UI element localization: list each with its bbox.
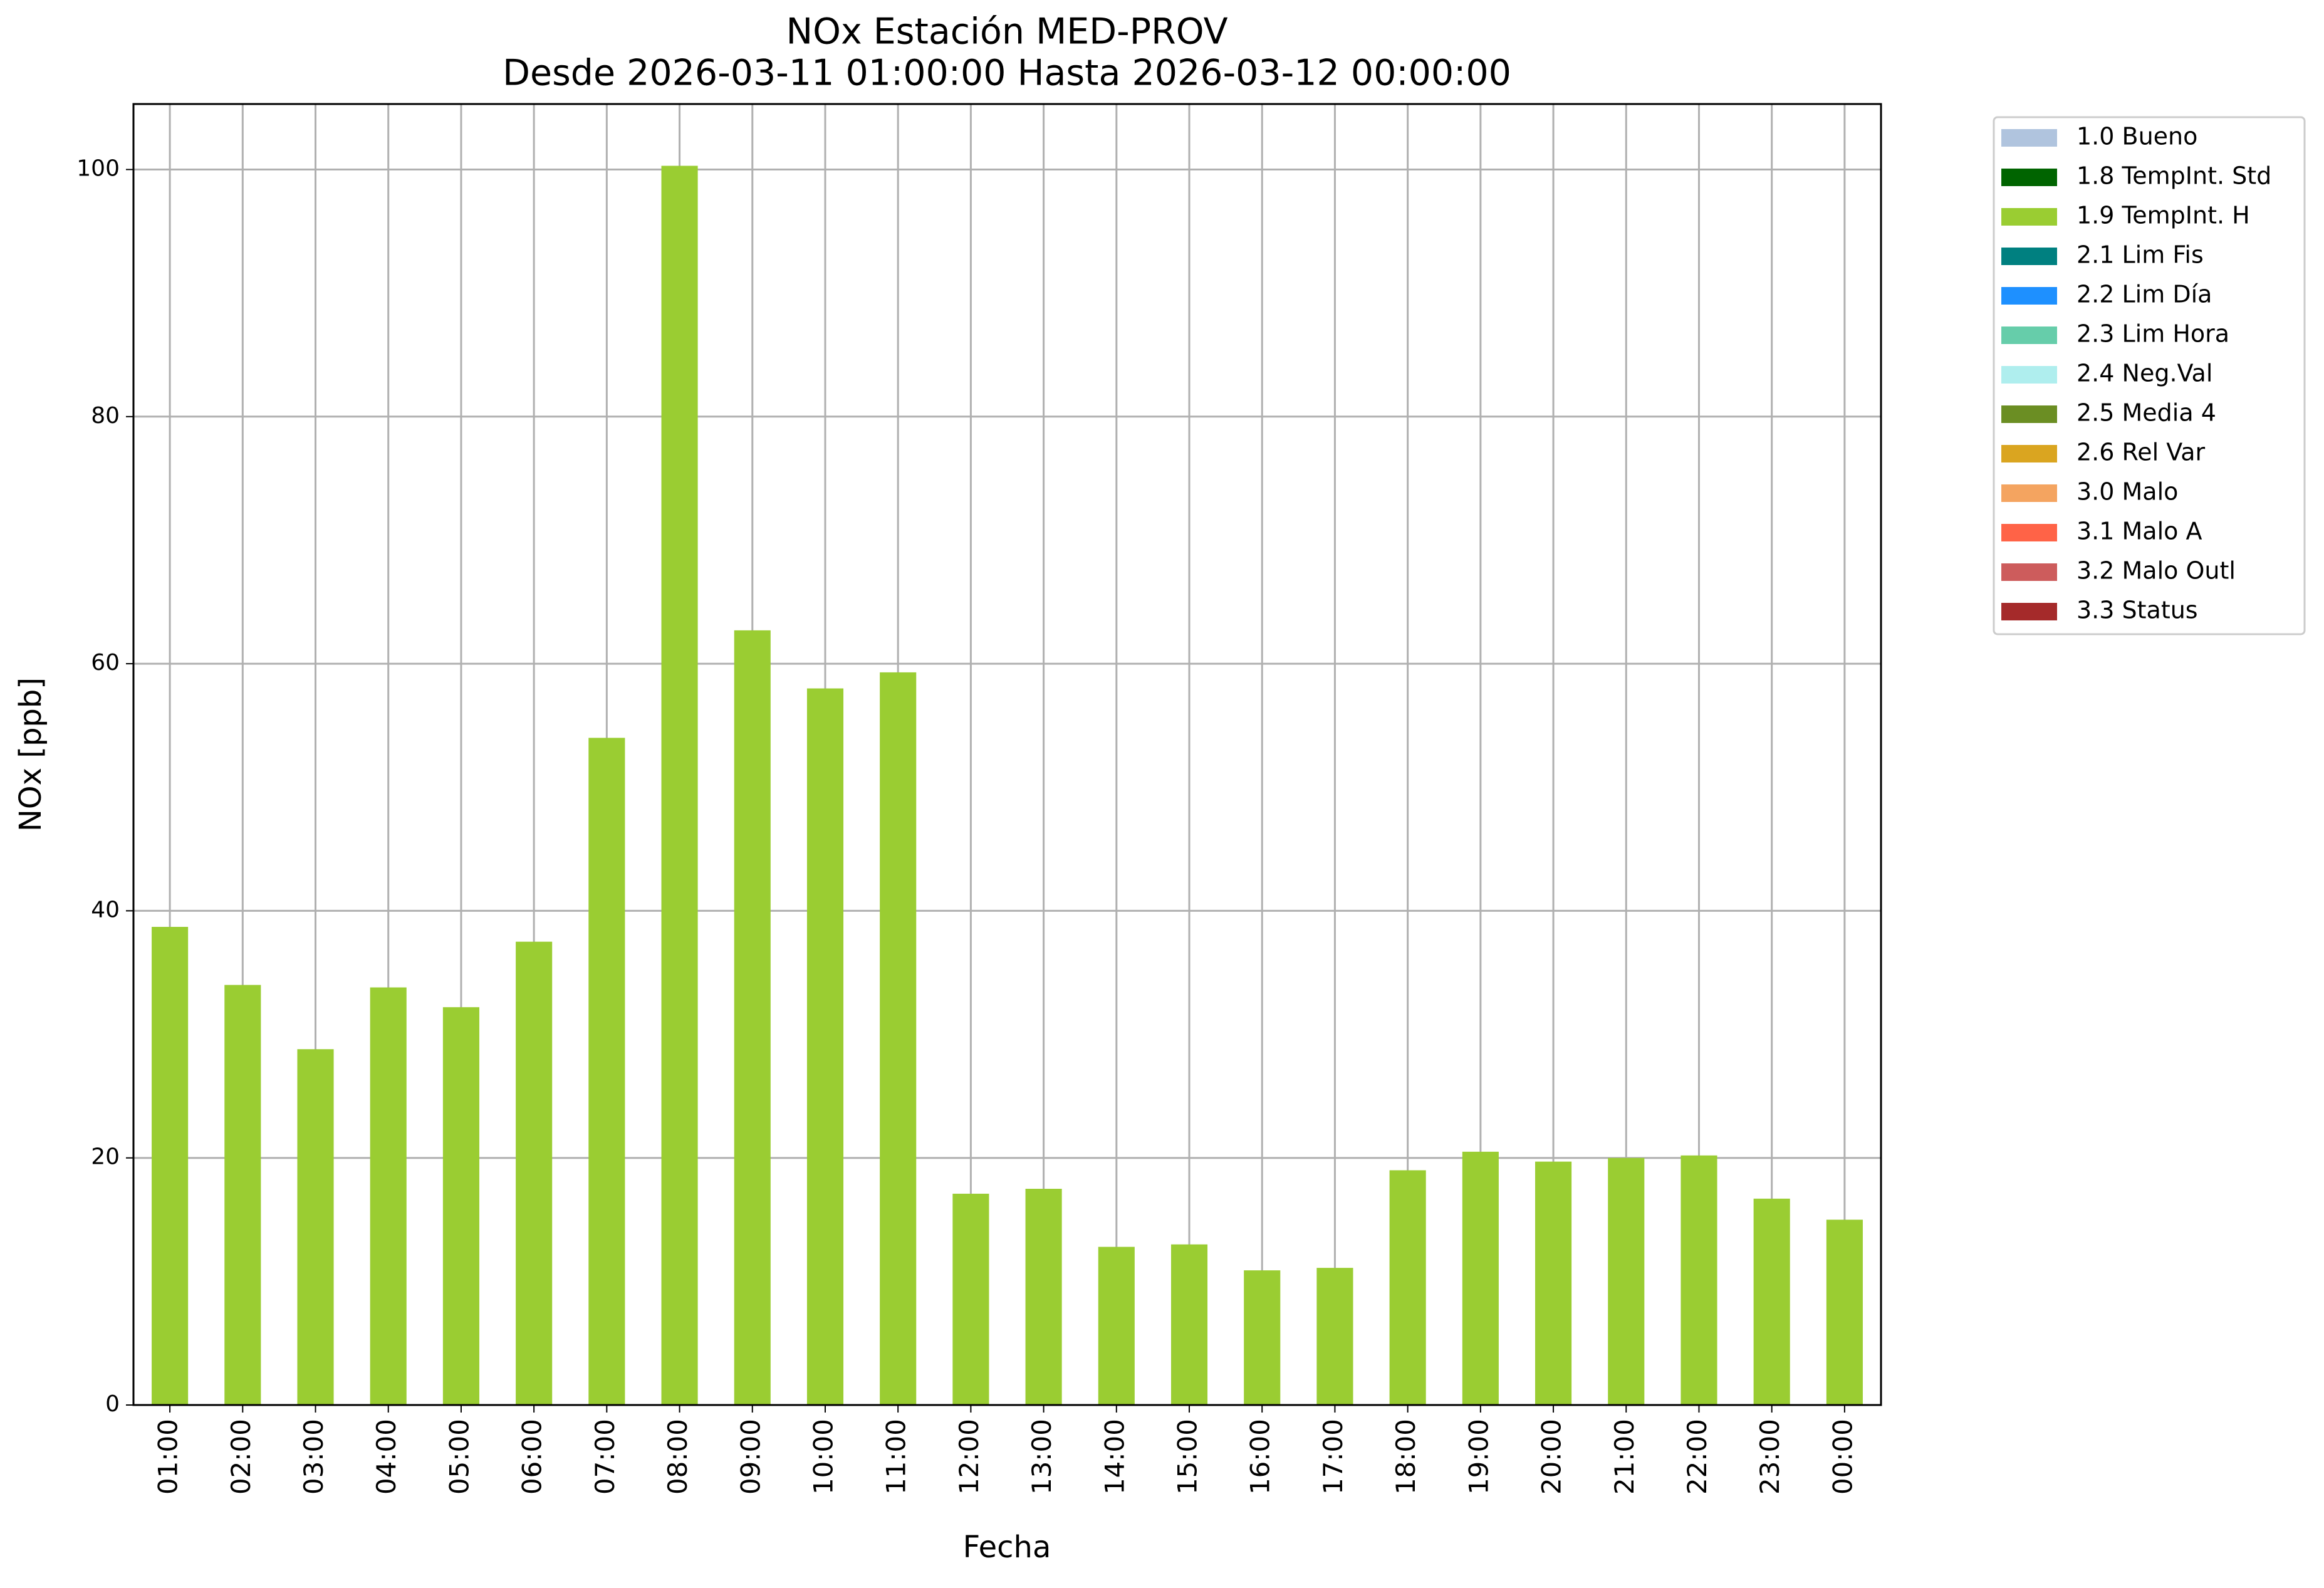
- x-tick-label: 04:00: [371, 1419, 402, 1495]
- x-tick-label: 21:00: [1609, 1419, 1640, 1495]
- chart-title: NOx Estación MED-PROV: [786, 11, 1227, 53]
- x-tick-label: 05:00: [444, 1419, 474, 1495]
- x-tick-label: 02:00: [226, 1419, 256, 1495]
- legend-swatch: [2001, 366, 2057, 384]
- bar: [1608, 1157, 1645, 1405]
- x-tick-label: 07:00: [590, 1419, 620, 1495]
- x-tick-label: 11:00: [881, 1419, 912, 1495]
- x-axis-label: Fecha: [963, 1530, 1051, 1565]
- bar: [1826, 1220, 1863, 1405]
- chart-subtitle: Desde 2026-03-11 01:00:00 Hasta 2026-03-…: [503, 53, 1511, 94]
- bar: [806, 688, 844, 1405]
- x-tick-label: 18:00: [1390, 1419, 1421, 1495]
- x-tick-label: 22:00: [1682, 1419, 1712, 1495]
- bar: [952, 1193, 989, 1405]
- legend-swatch: [2001, 248, 2057, 265]
- legend-swatch: [2001, 129, 2057, 147]
- bar: [1389, 1170, 1426, 1405]
- bar: [516, 941, 553, 1405]
- bar: [1170, 1244, 1208, 1405]
- x-tick-label: 23:00: [1754, 1419, 1785, 1495]
- y-tick-label: 20: [91, 1144, 120, 1170]
- bar: [1535, 1161, 1572, 1405]
- bar: [224, 985, 261, 1405]
- x-tick-label: 08:00: [662, 1419, 693, 1495]
- x-tick-label: 09:00: [735, 1419, 766, 1495]
- y-axis-label: NOx [ppb]: [13, 677, 48, 832]
- legend-label: 1.8 TempInt. Std: [2076, 162, 2271, 190]
- y-tick-label: 60: [91, 650, 120, 676]
- legend-swatch: [2001, 603, 2057, 620]
- bar: [297, 1049, 334, 1405]
- bar: [152, 927, 189, 1405]
- legend-label: 3.0 Malo: [2076, 478, 2178, 506]
- plot-frame: [132, 103, 1882, 1406]
- bar: [880, 672, 917, 1405]
- y-tick-label: 100: [76, 155, 120, 181]
- x-tick-label: 00:00: [1827, 1419, 1858, 1495]
- bar: [1244, 1270, 1281, 1405]
- legend-swatch: [2001, 287, 2057, 305]
- legend-label: 2.1 Lim Fis: [2076, 241, 2204, 269]
- x-tick-label: 06:00: [517, 1419, 548, 1495]
- y-tick-label: 80: [91, 403, 120, 429]
- x-tick-label: 19:00: [1463, 1419, 1494, 1495]
- legend-label: 2.3 Lim Hora: [2076, 320, 2229, 348]
- bar: [1462, 1151, 1499, 1405]
- legend-label: 3.2 Malo Outl: [2076, 557, 2236, 585]
- bar: [1098, 1246, 1135, 1405]
- legend-swatch: [2001, 169, 2057, 186]
- legend-swatch: [2001, 326, 2057, 344]
- bar: [588, 738, 625, 1405]
- bar: [1753, 1198, 1790, 1405]
- legend-box: [1993, 116, 2306, 635]
- legend-swatch: [2001, 563, 2057, 581]
- legend-swatch: [2001, 445, 2057, 462]
- x-tick-label: 17:00: [1318, 1419, 1348, 1495]
- x-tick-label: 14:00: [1099, 1419, 1130, 1495]
- legend-label: 1.9 TempInt. H: [2076, 202, 2250, 229]
- legend-label: 2.4 Neg.Val: [2076, 360, 2212, 387]
- bar: [370, 987, 407, 1405]
- x-tick-label: 16:00: [1245, 1419, 1276, 1495]
- bar: [1025, 1188, 1062, 1405]
- y-tick-label: 0: [105, 1391, 120, 1417]
- legend-label: 1.0 Bueno: [2076, 123, 2197, 150]
- legend-label: 3.1 Malo A: [2076, 518, 2202, 545]
- bar: [442, 1007, 479, 1405]
- legend-label: 3.3 Status: [2076, 597, 2198, 624]
- bar: [1680, 1155, 1717, 1405]
- legend-label: 2.6 Rel Var: [2076, 439, 2206, 466]
- x-tick-label: 10:00: [808, 1419, 838, 1495]
- legend-swatch: [2001, 484, 2057, 502]
- bar: [734, 630, 771, 1405]
- legend-label: 2.2 Lim Día: [2076, 281, 2212, 308]
- x-tick-label: 13:00: [1026, 1419, 1057, 1495]
- bar: [1316, 1268, 1353, 1405]
- x-tick-label: 12:00: [954, 1419, 984, 1495]
- x-tick-label: 15:00: [1172, 1419, 1203, 1495]
- x-tick-label: 01:00: [153, 1419, 184, 1495]
- x-tick-label: 03:00: [298, 1419, 329, 1495]
- legend-swatch: [2001, 524, 2057, 541]
- bar: [661, 165, 698, 1406]
- legend-swatch: [2001, 405, 2057, 423]
- x-tick-label: 20:00: [1536, 1419, 1567, 1495]
- legend-swatch: [2001, 208, 2057, 226]
- legend-label: 2.5 Media 4: [2076, 399, 2216, 427]
- y-tick-label: 40: [91, 897, 120, 922]
